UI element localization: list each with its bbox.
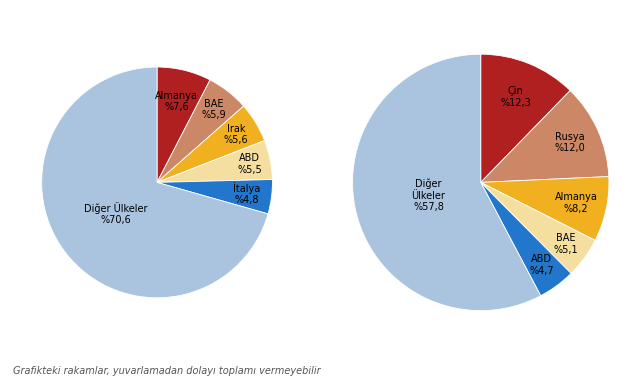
Wedge shape xyxy=(481,177,609,241)
Text: Çin
%12,3: Çin %12,3 xyxy=(500,86,531,108)
Wedge shape xyxy=(42,67,268,298)
Wedge shape xyxy=(157,67,210,182)
Text: Diğer
Ülkeler
%57,8: Diğer Ülkeler %57,8 xyxy=(412,179,445,212)
Text: ABD
%4,7: ABD %4,7 xyxy=(529,254,554,276)
Wedge shape xyxy=(157,106,265,182)
Wedge shape xyxy=(157,141,272,182)
Wedge shape xyxy=(481,90,609,182)
Text: Rusya
%12,0: Rusya %12,0 xyxy=(554,132,585,153)
Wedge shape xyxy=(157,80,244,182)
Text: Irak
%5,6: Irak %5,6 xyxy=(224,124,248,145)
Wedge shape xyxy=(353,54,540,310)
Text: Almanya
%7,6: Almanya %7,6 xyxy=(155,91,198,112)
Text: ABD
%5,5: ABD %5,5 xyxy=(237,153,262,174)
Text: BAE
%5,9: BAE %5,9 xyxy=(201,99,226,120)
Text: Grafikteki rakamlar, yuvarlamadan dolayı toplamı vermeyebilir: Grafikteki rakamlar, yuvarlamadan dolayı… xyxy=(13,366,320,376)
Wedge shape xyxy=(157,179,272,214)
Wedge shape xyxy=(481,182,571,296)
Text: İtalya
%4,8: İtalya %4,8 xyxy=(233,182,260,206)
Wedge shape xyxy=(481,182,595,273)
Text: Diğer Ülkeler
%70,6: Diğer Ülkeler %70,6 xyxy=(84,202,147,225)
Wedge shape xyxy=(481,54,570,182)
Text: Almanya
%8,2: Almanya %8,2 xyxy=(554,192,597,214)
Text: BAE
%5,1: BAE %5,1 xyxy=(553,233,578,255)
